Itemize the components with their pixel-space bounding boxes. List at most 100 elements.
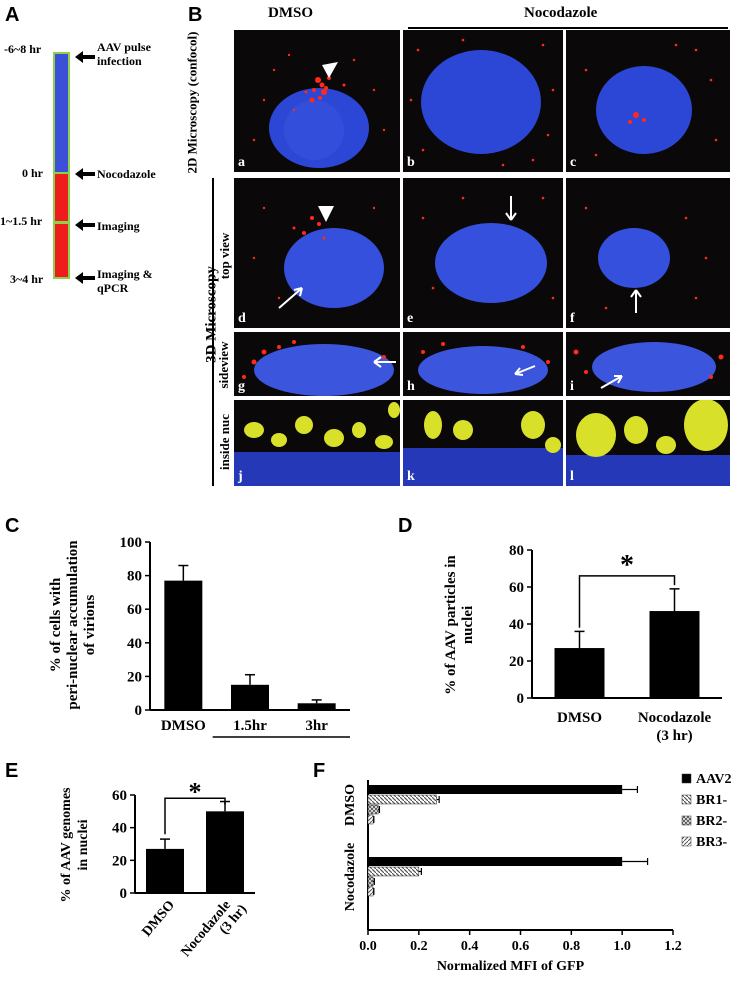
significance-bracket [578, 575, 676, 628]
x-tick-label: 0.2 [410, 939, 428, 954]
x-tick-label: DMSO [161, 718, 206, 734]
bar [164, 580, 203, 710]
y-axis-label: % of AAV particles innuclei [443, 555, 476, 695]
timeline-divider [53, 221, 70, 224]
arrowhead-icon [318, 206, 334, 222]
bar [367, 866, 420, 877]
x-axis-label: Normalized MFI of GFP [437, 959, 585, 974]
nucleus [596, 66, 692, 154]
y-tick-label: 60 [509, 580, 524, 596]
micrograph-e: e [403, 178, 563, 328]
micrograph-a: a [234, 30, 400, 172]
micrograph-letter: k [407, 469, 415, 484]
significance-bracket [164, 797, 226, 835]
arrow-left-icon [75, 219, 95, 231]
micrograph-d: d [234, 178, 400, 328]
bar [649, 611, 700, 698]
bar [368, 857, 623, 866]
y-axis-label-text: % of AAV particles innuclei [443, 555, 476, 695]
y-tick-label: 80 [127, 569, 142, 585]
micrograph-letter: i [570, 379, 574, 394]
y-tick-label: 80 [509, 543, 524, 559]
arrow-icon [600, 375, 623, 389]
bar [368, 785, 623, 794]
column-header-nocodazole: Nocodazole [524, 5, 598, 21]
micrograph-letter: c [570, 155, 577, 170]
micrograph-j: j [234, 400, 400, 486]
x-tick-label: 1.5hr [233, 718, 267, 734]
y-tick-label: 0 [135, 703, 143, 719]
y-tick-label: 20 [509, 654, 524, 670]
micrograph-k: k [403, 400, 563, 486]
row-label-inside-nuc: inside nuc [217, 414, 232, 470]
y-tick-label: 60 [127, 602, 142, 618]
x-tick-label: 1.2 [664, 939, 682, 954]
micrograph-g: g [234, 332, 400, 396]
y-tick-label: 40 [127, 636, 142, 652]
x-tick-label: 0.8 [563, 939, 581, 954]
y-tick-label: 0 [517, 691, 525, 707]
column-header-dmso: DMSO [268, 5, 313, 21]
nucleus [598, 228, 670, 288]
nucleus [421, 50, 541, 154]
legend-swatch [681, 836, 692, 847]
chart-f: 0.0 0.2 0.4 0.6 0.8 1.0 1.2 Normalized MFI of G… [343, 772, 732, 974]
row-label-sideview: sideview [216, 341, 231, 389]
row-label-top-view: top view [217, 232, 232, 280]
panel-label-c: C [5, 515, 20, 537]
arrow-icon [373, 356, 396, 368]
legend-label: AAV2 [696, 772, 732, 787]
legend-swatch [681, 773, 692, 784]
time-label: 3~4 hr [10, 272, 44, 286]
panel-label-b: B [188, 4, 203, 26]
x-tick-label: DMSO [557, 710, 602, 726]
arrow-icons [75, 51, 95, 284]
x-tick-label: 0.6 [512, 939, 530, 954]
legend-label: BR3- [696, 835, 727, 850]
nucleus [418, 346, 548, 394]
x-tick-label: 0.0 [359, 939, 377, 954]
y-axis-label-text: % of AAV genomes in nuclei [59, 787, 91, 903]
micrograph-b: b [403, 30, 563, 172]
arrow-left-icon [75, 168, 95, 180]
y-tick-label: 40 [509, 617, 524, 633]
panel-label-d: D [398, 515, 413, 537]
arrow-left-icon [75, 272, 95, 284]
x-tick-label-sub: (3 hr) [656, 728, 692, 744]
chart-d: 0 20 40 60 80 DMSO Nocodazole (3 hr) * % of AAV p… [443, 543, 722, 744]
x-tick-label: Nocodazole [638, 710, 712, 726]
y-tick-label: 20 [112, 853, 127, 869]
bar [231, 684, 269, 710]
micrograph-i: i [566, 332, 730, 396]
y-tick-label: 100 [120, 535, 143, 551]
bar [206, 811, 244, 893]
timeline-bar-post [53, 172, 70, 279]
time-label: 0 hr [22, 166, 43, 180]
row-label-3d-line [212, 178, 214, 486]
legend-label: BR2- [696, 814, 727, 829]
bar [297, 703, 336, 710]
event-label: AAV pulse infection [97, 40, 151, 68]
micrograph-letter: g [238, 379, 245, 394]
y-axis-label: % of cells withperi-nuclear accumulation… [48, 540, 98, 710]
y-tick-label: 60 [112, 788, 127, 804]
bar [367, 814, 374, 825]
event-label: Imaging & qPCR [97, 267, 153, 295]
time-label: 1~1.5 hr [0, 214, 43, 228]
x-tick-label: DMSO [140, 898, 179, 940]
y-category-label: DMSO [343, 784, 358, 826]
micrograph-f: f [566, 178, 730, 328]
y-tick-label: 20 [127, 669, 142, 685]
event-label: Imaging [97, 219, 140, 233]
significance-star: * [189, 777, 202, 806]
y-tick-label: 0 [120, 886, 128, 902]
x-tick-label: 3hr [305, 718, 328, 734]
y-category-label: Nocodazole [343, 843, 358, 911]
panel-label-a: A [5, 4, 20, 26]
legend-swatch [681, 815, 692, 826]
nucleus [592, 342, 716, 392]
arrow-icon [278, 287, 303, 309]
bar [146, 848, 184, 893]
